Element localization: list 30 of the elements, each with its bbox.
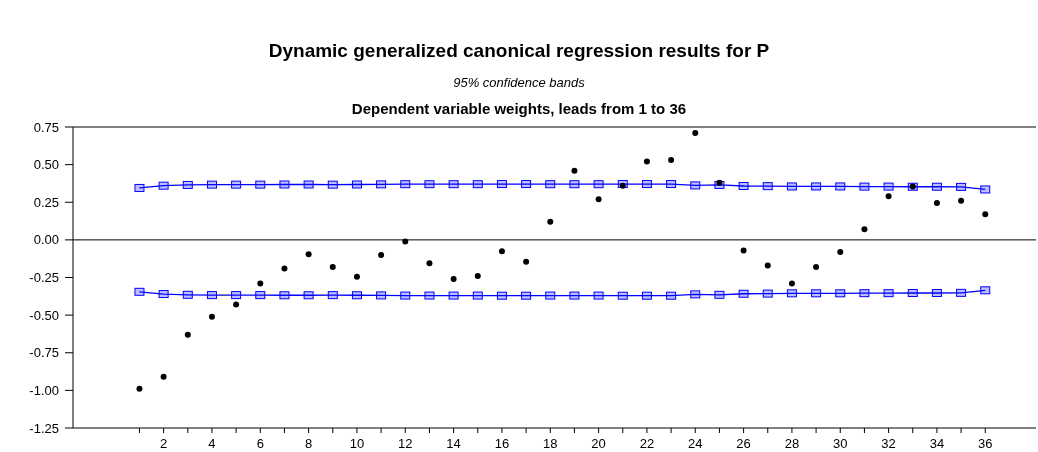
x-tick-label: 28 bbox=[784, 436, 800, 451]
text: Dependent variable weights, leads from 1 to 36 bbox=[351, 100, 687, 117]
x-tick-label: 6 bbox=[256, 436, 264, 451]
y-tick-label: -1.00 bbox=[29, 382, 59, 398]
y-tick-label: 0.75 bbox=[33, 119, 59, 135]
y-tick-label: 0.25 bbox=[33, 194, 59, 210]
y-tick-label: -0.75 bbox=[29, 345, 59, 361]
x-tick-label: 30 bbox=[833, 436, 848, 451]
x-tick-label: 26 bbox=[736, 436, 751, 451]
y-tick-label: -1.25 bbox=[29, 420, 59, 436]
y-tick-label: -0.25 bbox=[29, 270, 59, 285]
x-tick-label: 14 bbox=[446, 436, 461, 451]
x-tick-label: 12 bbox=[398, 436, 413, 451]
x-tick-label: 36 bbox=[978, 436, 993, 451]
chart-title: Dynamic generalized canonical regression results for P bbox=[268, 40, 770, 61]
x-tick-label: 2 bbox=[160, 436, 168, 451]
x-tick-label: 16 bbox=[494, 436, 510, 451]
x-tick-label: 10 bbox=[349, 436, 365, 451]
y-tick-label: 0.50 bbox=[33, 157, 59, 173]
x-tick-label: 24 bbox=[688, 436, 703, 451]
x-tick-label: 8 bbox=[305, 436, 313, 451]
y-tick-label: -0.50 bbox=[29, 307, 59, 323]
chart-subtitle: 95% confidence bands bbox=[453, 75, 586, 90]
x-tick-label: 32 bbox=[881, 436, 896, 451]
x-tick-label: 22 bbox=[639, 436, 655, 451]
x-tick-label: 34 bbox=[929, 436, 945, 451]
x-tick-label: 4 bbox=[208, 436, 216, 451]
y-tick-label: 0.00 bbox=[33, 232, 59, 248]
x-tick-label: 20 bbox=[591, 436, 606, 451]
x-tick-label: 18 bbox=[543, 436, 558, 451]
